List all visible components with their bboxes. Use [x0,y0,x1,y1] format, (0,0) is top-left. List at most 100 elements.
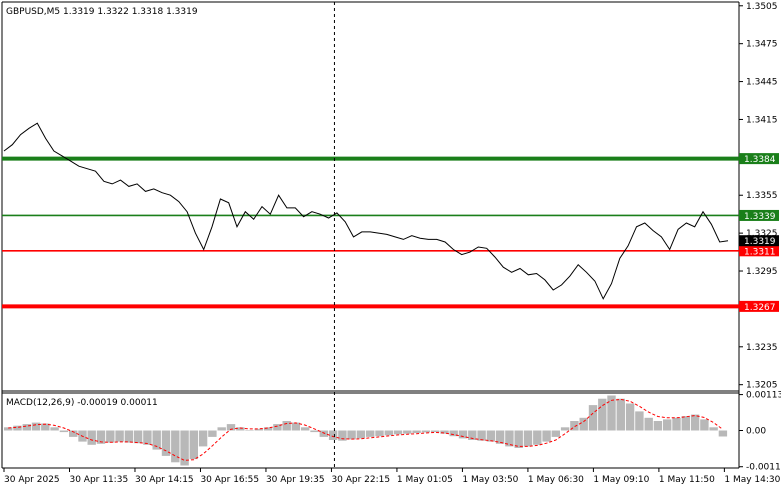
price-tick-label: 1.3295 [746,267,778,277]
macd-histogram-bar [440,430,449,434]
time-tick-label: 30 Apr 19:35 [266,475,325,485]
macd-histogram-bar [709,427,718,431]
time-tick-label: 1 May 09:10 [593,475,649,485]
macd-histogram-bar [607,395,616,431]
macd-histogram-bar [570,421,579,431]
macd-histogram-bar [375,430,384,437]
macd-histogram-bar [106,430,115,443]
symbol-header: GBPUSD,M5 1.3319 1.3322 1.3318 1.3319 [6,7,198,17]
macd-histogram-bar [338,430,347,441]
time-tick-label: 1 May 01:05 [397,475,453,485]
time-tick-label: 30 Apr 14:15 [135,475,194,485]
macd-histogram-bar [4,427,13,431]
macd-histogram-bar [542,430,551,442]
macd-histogram-bar [226,424,236,431]
level-price-tag-label: 1.3267 [744,303,776,313]
macd-histogram-bar [41,423,50,431]
macd-histogram-bar [644,417,653,431]
macd-histogram-bar [523,430,533,447]
time-tick-label: 1 May 06:30 [528,475,584,485]
current-price-tag-label: 1.3319 [744,237,776,247]
macd-histogram-bar [22,424,31,431]
macd-histogram-bar [245,430,254,431]
macd-histogram-bar [143,430,152,445]
macd-header: MACD(12,26,9) -0.00019 0.00011 [6,398,158,408]
macd-histogram-bar [310,430,319,433]
macd-histogram-bar [356,430,366,439]
macd-histogram-bar [319,430,328,437]
time-tick-label: 1 May 11:50 [659,475,715,485]
macd-histogram-bar [560,427,570,431]
macd-histogram-bar [403,430,412,434]
macd-histogram-bar [431,430,440,433]
macd-histogram-bar [551,430,560,437]
time-tick-label: 30 Apr 16:55 [200,475,259,485]
level-price-tag-label: 1.3311 [744,247,776,257]
macd-histogram-bar [449,430,458,437]
macd-histogram-bar [328,430,338,440]
price-tick-label: 1.3505 [746,2,778,12]
macd-histogram-bar [263,427,273,431]
macd-histogram-bar [133,430,143,444]
macd-signal-line [8,398,724,461]
time-tick-label: 1 May 03:50 [462,475,518,485]
macd-histogram-bar [301,427,310,431]
price-tick-label: 1.3475 [746,40,778,50]
time-tick-label: 1 May 14:30 [724,475,780,485]
level-lines[interactable] [2,156,739,309]
macd-histogram-bar [625,403,635,431]
macd-histogram-bar [31,422,41,431]
macd-histogram-bar [653,421,663,431]
macd-tick-label: 0.00113 [746,391,781,401]
level-price-tag-label: 1.3339 [744,212,776,222]
macd-histogram-bar [69,430,78,437]
macd-histogram-bar [152,430,161,450]
macd-histogram-bar [282,421,291,431]
macd-histogram-bar [477,430,486,441]
macd-histogram-bar [217,427,226,431]
macd-histogram-bar [579,417,588,431]
price-series [3,122,729,300]
macd-histogram-bar [393,430,403,435]
price-tick-label: 1.3415 [746,115,778,125]
axes: 1.3505 1.3475 1.3445 1.3415 1.3355 1.3325 1.32… [3,2,781,485]
macd-histogram-bar [171,430,180,463]
macd-histogram-bar [681,416,690,431]
macd-histogram-bar [208,430,217,437]
level-price-tag [739,245,779,257]
macd-histogram-bar [59,430,69,433]
level-price-tag-label: 1.3384 [744,155,776,165]
time-tick-label: 30 Apr 2025 [4,475,60,485]
macd-histogram-bar [366,430,375,437]
price-tick-label: 1.3355 [746,191,778,201]
macd-histogram-bar [635,411,644,431]
macd-histogram-bar [236,427,245,431]
macd-histogram-bar [347,430,356,440]
macd-histogram-bar [486,430,496,442]
macd-histogram-bar [96,430,106,444]
macd-histogram-bar [718,430,728,437]
macd-histogram-bar [384,430,393,436]
macd-histogram-bar [161,430,171,456]
macd-histogram-bar [458,430,468,439]
level-price-tag [739,153,779,165]
macd-histogram-bar [663,419,672,431]
macd-histogram-bar [124,430,134,443]
macd-histogram-bar [672,417,681,431]
macd-histogram-bar [115,430,124,442]
price-tick-label: 1.3445 [746,78,778,88]
macd-histogram-bar [254,428,263,431]
macd-histogram-bar [189,430,198,460]
macd-histogram-bar [616,398,625,431]
price-line [3,122,729,300]
level-price-tag [739,209,779,221]
macd-histogram-bar [700,419,709,431]
macd-histogram-bar [291,422,301,431]
macd-histogram-bar [412,430,421,433]
price-tick-label: 1.3235 [746,343,778,353]
time-tick-label: 30 Apr 22:15 [331,475,390,485]
level-price-tag [739,300,779,312]
price-tags: 1.3384 1.3339 1.3311 1.3267 1.3319 [739,153,779,313]
